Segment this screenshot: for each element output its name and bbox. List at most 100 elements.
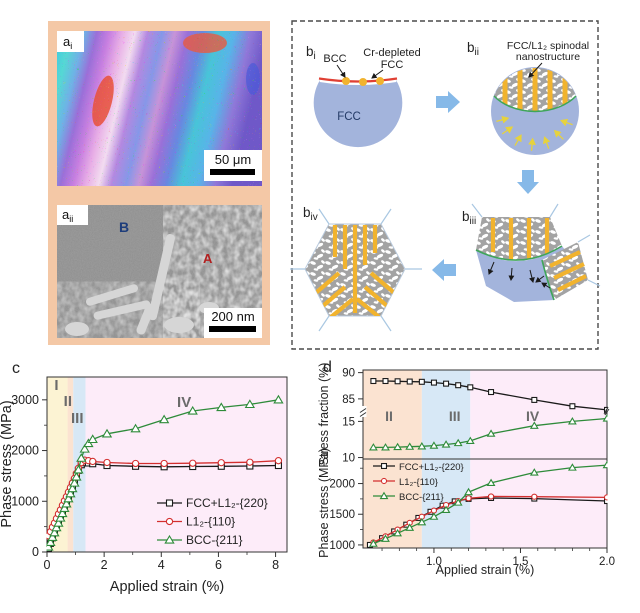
scale-bar-group: 50 μm: [204, 150, 262, 181]
panel-a-frame: ai 50 μm: [48, 21, 270, 345]
region-label: III: [71, 410, 84, 427]
y-axis-title: Phase stress (MPa): [318, 448, 331, 558]
series-layer: [366, 460, 608, 548]
cr-depleted-annotation: FCC: [381, 59, 404, 71]
legend-entry: FCC+L1₂-{220}: [186, 496, 268, 510]
y-tick-label: 90: [342, 368, 355, 380]
transformation-front: [493, 95, 577, 113]
legend-entry: FCC+L1₂-{220}: [399, 462, 464, 473]
cr-depleted-layer: [319, 78, 397, 85]
transformation-front: [475, 245, 563, 261]
x-tick-label: 1.5: [512, 556, 528, 568]
x-tick-label: 4: [158, 558, 165, 572]
oxide-surface-line: [318, 77, 398, 83]
legend-entry: L1₂-{110}: [186, 515, 235, 529]
bcc-bars: [549, 250, 587, 292]
bcc-particle: [359, 78, 367, 86]
label-biv: biv: [303, 205, 318, 223]
axes: 0 1000 2000 3000 0 2 4 6 8: [11, 376, 288, 572]
phase-marker-b: B: [119, 219, 129, 235]
series-triangle: [46, 394, 284, 551]
bcc-annotation-arrow: [336, 64, 346, 78]
cr-depleted-arrow: [371, 69, 384, 79]
x-tick-label: 6: [215, 558, 222, 572]
series-triangle: [368, 460, 608, 547]
scale-bar: [209, 326, 256, 332]
flow-arrow-down: [517, 170, 539, 194]
legend: FCC+L1₂-{220} L1₂-{110} BCC-{211}: [373, 462, 464, 503]
y-axis-title: Phase stress (MPa): [0, 400, 15, 527]
y-tick-label: 2000: [11, 444, 39, 458]
label-bi: bi: [306, 44, 316, 62]
image-label-box: ai: [57, 31, 84, 52]
spinodal-region: [476, 217, 562, 261]
ebsd-micrograph: ai 50 μm: [57, 31, 262, 186]
legend-entry: BCC-{211}: [399, 492, 444, 503]
image-label-box: aii: [57, 205, 88, 225]
y-axis-title: Stress fraction (%): [318, 363, 331, 466]
schematic-bii: [491, 67, 579, 155]
region-label: I: [54, 377, 58, 394]
scale-bar-group: 200 nm: [204, 308, 262, 338]
region-bands: [363, 459, 607, 548]
panel-b-schematic: bi FCC BCC Cr-depleted FCC bii: [290, 20, 601, 350]
region-label: II: [64, 393, 72, 410]
legend-entry: L1₂-{110}: [399, 477, 438, 488]
transformation-front: [541, 259, 555, 301]
y-tick-label: 0: [32, 545, 39, 559]
scale-bar-label: 50 μm: [215, 152, 251, 167]
region-label: IV: [526, 408, 540, 424]
label-biii: biii: [462, 209, 476, 227]
y-tick-label: 1000: [329, 540, 355, 552]
chart-panel-c: 0 1000 2000 3000 0 2 4 6 8 FCC+L1₂-{220} L1₂-{110}…: [0, 360, 288, 595]
series-layer: [46, 394, 284, 552]
fcc-label: FCC: [337, 111, 361, 123]
scale-bar-label: 200 nm: [211, 309, 254, 324]
flow-arrow-left: [432, 259, 456, 281]
series-square: [370, 378, 608, 413]
x-tick-label: 8: [272, 558, 279, 572]
x-tick-label: 1.0: [426, 556, 442, 568]
bcc-particle: [342, 77, 350, 85]
region-label: II: [385, 408, 393, 424]
x-tick-label: 2: [101, 558, 108, 572]
bcc-particle: [376, 77, 384, 85]
image-label-ai: ai: [63, 34, 72, 51]
grain-boundary-lines: [471, 203, 601, 287]
y-tick-label: 10: [342, 453, 355, 465]
label-bii: bii: [467, 40, 479, 58]
y-tick-label: 1500: [329, 509, 355, 521]
panel-letter: d: [323, 359, 332, 376]
series-layer: [368, 378, 608, 451]
spinodal-annotation-arrow: [528, 62, 543, 78]
x-axis-title: Applied strain (%): [110, 579, 224, 595]
growth-direction-arrows: [496, 115, 573, 151]
tem-micrograph: B A aii 200 nm: [57, 205, 262, 338]
y-tick-label: 15: [342, 416, 355, 428]
bcc-annotation: BCC: [323, 53, 346, 65]
growth-direction-arrows: [487, 261, 551, 289]
y-tick-label: 2000: [329, 479, 355, 491]
panel-b-border: [291, 20, 599, 350]
schematic-biii: [471, 203, 601, 302]
chart-c: 0 1000 2000 3000 0 2 4 6 8 FCC+L1₂-{220} L1₂-{110}…: [0, 360, 288, 595]
legend: FCC+L1₂-{220} L1₂-{110} BCC-{211}: [157, 496, 268, 547]
x-tick-label: 0: [44, 558, 51, 572]
x-tick-label: 2.0: [599, 556, 615, 568]
region-label: III: [449, 408, 461, 424]
bcc-bars: [502, 67, 568, 112]
scale-bar: [210, 169, 255, 175]
y-tick-label: 85: [342, 394, 355, 406]
grain-boundary-lines: [290, 208, 422, 332]
cr-depleted-annotation: Cr-depleted: [363, 47, 420, 59]
legend-entry: BCC-{211}: [186, 533, 242, 547]
flow-arrow-right: [436, 91, 460, 113]
axes: 1000 1500 2000 1.0 1.5 2.0: [329, 458, 615, 568]
schematic-biv: [290, 208, 422, 332]
x-axis-title: Applied strain (%): [436, 563, 535, 577]
schematic-bi: FCC: [313, 77, 403, 148]
phase-marker-a: A: [203, 251, 213, 266]
